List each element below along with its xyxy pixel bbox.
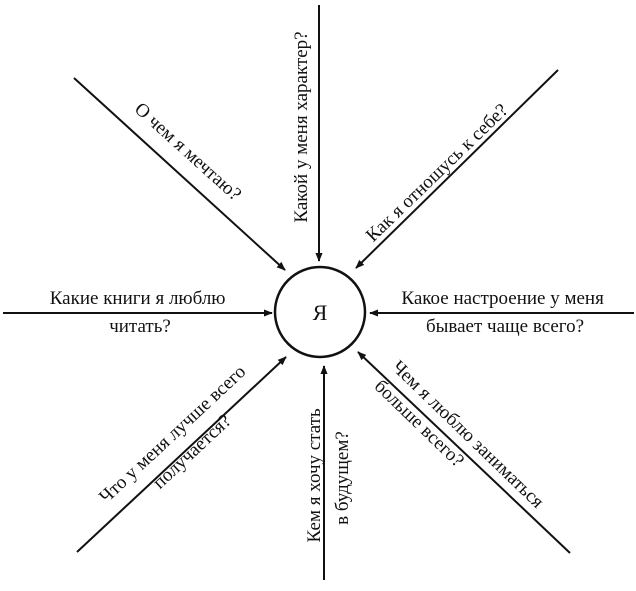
label-top-left-line-1: О чем я мечтаю?	[130, 99, 245, 206]
label-top-right: Как я отношусь к себе?	[362, 100, 512, 246]
label-bottom-left: Что у меня лучше всего получается?	[95, 358, 271, 527]
label-right-line-1: Какое настроение у меня	[401, 288, 604, 309]
label-right: Какое настроение у меня бывает чаще всег…	[401, 288, 608, 337]
label-top-left: О чем я мечтаю?	[130, 99, 245, 206]
spoke-arrow-top-left	[73, 77, 286, 271]
spoke-arrow-bottom-left	[76, 356, 287, 553]
center-label: Я	[313, 300, 328, 325]
label-top: Какой у меня характер?	[291, 31, 312, 222]
label-bottom-right: Чем я люблю заниматься больше всего?	[369, 357, 551, 535]
label-left-line-1: Какие книги я люблю	[50, 288, 226, 309]
label-bottom-right-line-1: Чем я люблю заниматься	[388, 357, 549, 513]
label-bottom-left-line-1: Что у меня лучше всего	[95, 361, 250, 507]
label-right-line-2: бывает чаще всего?	[426, 316, 584, 337]
label-left-line-2: читать?	[109, 316, 171, 337]
label-top-right-line-1: Как я отношусь к себе?	[362, 100, 512, 246]
center-circle	[273, 265, 367, 359]
spoke-arrow-bottom-right	[357, 351, 571, 554]
center-node: Я	[273, 265, 367, 359]
spoke-arrow-top-right	[355, 69, 559, 269]
label-bottom: Кем я хочу стать в будущем?	[304, 404, 353, 543]
label-left: Какие книги я люблю читать?	[50, 288, 231, 337]
label-bottom-line-2: в будущем?	[332, 431, 353, 525]
label-bottom-line-1: Кем я хочу стать	[304, 408, 325, 542]
label-top-line-1: Какой у меня характер?	[291, 31, 312, 222]
